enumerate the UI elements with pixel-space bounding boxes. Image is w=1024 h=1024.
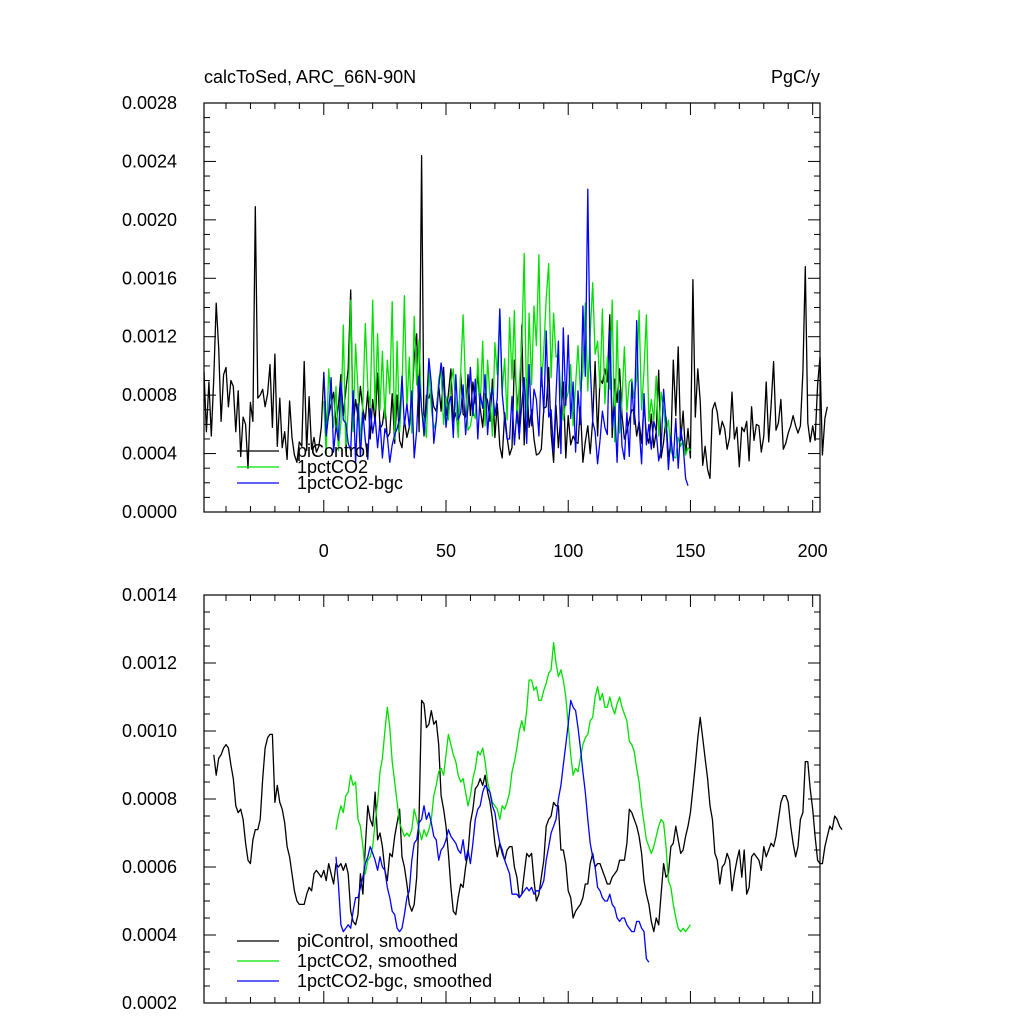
y-tick-label: 0.0014 (122, 585, 177, 605)
y-tick-label: 0.0012 (122, 327, 177, 347)
y-tick-label: 0.0016 (122, 268, 177, 288)
y-tick-label: 0.0028 (122, 93, 177, 113)
y-tick-label: 0.0002 (122, 993, 177, 1013)
y-tick-label: 0.0012 (122, 653, 177, 673)
y-tick-label: 0.0010 (122, 721, 177, 741)
y-tick-label: 0.0008 (122, 789, 177, 809)
chart-units: PgC/y (771, 67, 820, 87)
series-line-1pctco2 (323, 252, 691, 459)
y-tick-label: 0.0004 (122, 444, 177, 464)
y-tick-label: 0.0000 (122, 502, 177, 522)
legend-label: 1pctCO2-bgc, smoothed (297, 971, 492, 991)
bottom-panel: 0.0002 0.0004 0.0006 0.0008 0.0010 0.0012 0.00… (122, 585, 843, 1013)
legend-label: 1pctCO2 (297, 457, 368, 477)
x-tick-label: 50 (436, 541, 456, 561)
x-tick-label: 200 (798, 541, 828, 561)
y-tick-label: 0.0020 (122, 210, 177, 230)
y-tick-label: 0.0006 (122, 857, 177, 877)
legend-label: piControl (297, 441, 369, 461)
series-line-1pctco2-bgc (323, 188, 689, 486)
y-tick-label: 0.0004 (122, 925, 177, 945)
top-panel: 0.0000 0.0004 0.0008 0.0012 0.0016 0.0020 0.00… (122, 93, 828, 561)
legend-label: 1pctCO2, smoothed (297, 951, 457, 971)
y-tick-label: 0.0024 (122, 151, 177, 171)
legend-label: piControl, smoothed (297, 931, 458, 951)
x-tick-label: 0 (319, 541, 329, 561)
x-tick-label: 100 (553, 541, 583, 561)
y-tick-label: 0.0008 (122, 385, 177, 405)
chart-title: calcToSed, ARC_66N-90N (204, 67, 416, 88)
x-tick-label: 150 (675, 541, 705, 561)
series-line-picontrol-smoothed (213, 699, 843, 933)
series-line-1pctco2-bgc-smoothed (335, 699, 650, 963)
series-line-1pctco2-smoothed (335, 641, 691, 933)
legend-label: 1pctCO2-bgc (297, 473, 403, 493)
